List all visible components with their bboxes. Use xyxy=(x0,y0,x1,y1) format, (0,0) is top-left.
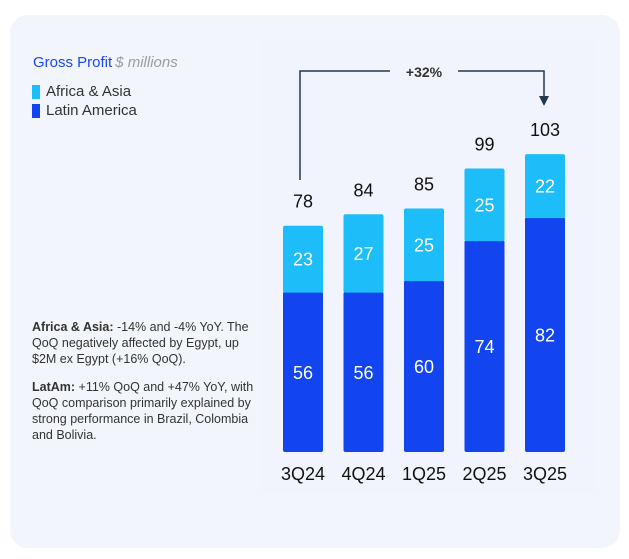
x-tick-label: 1Q25 xyxy=(402,464,446,484)
commentary: Africa & Asia: -14% and -4% YoY. The QoQ… xyxy=(32,319,262,455)
note-africa-asia: Africa & Asia: -14% and -4% YoY. The QoQ… xyxy=(32,319,262,367)
bar-latin-america xyxy=(464,240,505,452)
legend-label: Latin America xyxy=(46,102,137,119)
note-latam: LatAm: +11% QoQ and +47% YoY, with QoQ c… xyxy=(32,379,262,443)
title-unit: $ millions xyxy=(115,54,178,71)
note-heading: LatAm: xyxy=(32,380,76,394)
bar-value-label: 60 xyxy=(414,357,434,377)
legend: Africa & Asia Latin America xyxy=(32,82,137,120)
legend-label: Africa & Asia xyxy=(46,83,132,100)
x-tick-label: 4Q24 xyxy=(341,464,385,484)
total-label: 103 xyxy=(530,120,560,140)
total-label: 84 xyxy=(353,180,373,200)
growth-arrow-line xyxy=(299,70,545,180)
bar-value-label: 56 xyxy=(293,363,313,383)
x-tick-label: 3Q24 xyxy=(281,464,325,484)
bar-value-label: 25 xyxy=(414,235,434,255)
note-heading: Africa & Asia: xyxy=(32,320,114,334)
bar-latin-america xyxy=(404,280,444,452)
bar-value-label: 82 xyxy=(535,326,555,346)
bar-africa-asia xyxy=(464,168,505,242)
bar-value-label: 74 xyxy=(474,337,494,357)
bar-value-label: 27 xyxy=(353,244,373,264)
legend-item-africa-asia: Africa & Asia xyxy=(32,82,137,101)
note-text: -14% and -4% YoY. The QoQ negatively aff… xyxy=(32,320,249,366)
note-text: +11% QoQ and +47% YoY, with QoQ comparis… xyxy=(32,380,254,442)
total-label: 99 xyxy=(474,134,494,154)
chart-title: Gross Profit $ millions xyxy=(33,54,178,71)
legend-swatch xyxy=(32,84,40,99)
x-tick-label: 2Q25 xyxy=(462,464,506,484)
bar-latin-america xyxy=(283,291,323,452)
legend-item-latin-america: Latin America xyxy=(32,101,137,120)
bar-value-label: 23 xyxy=(293,250,313,270)
bar-africa-asia xyxy=(404,208,444,282)
total-label: 78 xyxy=(293,192,313,212)
x-tick-label: 3Q25 xyxy=(523,464,567,484)
bar-value-label: 25 xyxy=(474,195,494,215)
arrow-head-icon xyxy=(539,96,549,106)
total-label: 85 xyxy=(414,175,434,195)
legend-swatch xyxy=(32,103,40,118)
bar-value-label: 56 xyxy=(353,363,373,383)
title-text: Gross Profit xyxy=(33,54,113,71)
bar-africa-asia xyxy=(283,225,323,293)
bar-africa-asia xyxy=(343,214,384,293)
growth-annotation-label: +32% xyxy=(406,64,443,80)
bar-latin-america xyxy=(343,291,384,452)
bar-africa-asia xyxy=(525,154,565,219)
bar-value-label: 22 xyxy=(535,177,555,197)
bar-latin-america xyxy=(525,217,565,452)
